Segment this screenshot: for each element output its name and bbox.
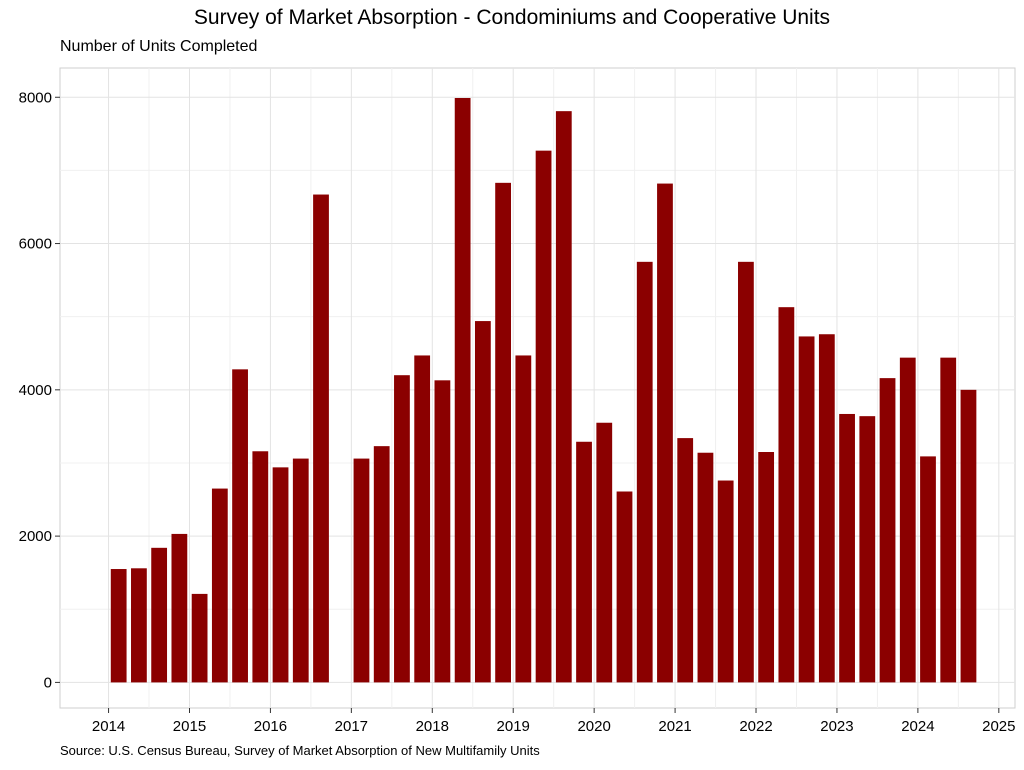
bar-2017-Q1 bbox=[353, 458, 370, 683]
bar-2022-Q1 bbox=[758, 452, 775, 683]
bar-2015-Q2 bbox=[211, 488, 228, 683]
bar-2016-Q2 bbox=[292, 458, 309, 683]
y-tick-label: 0 bbox=[44, 674, 52, 691]
bar-2017-Q4 bbox=[414, 355, 431, 683]
bar-2019-Q1 bbox=[515, 355, 532, 683]
bar-2023-Q3 bbox=[879, 378, 896, 683]
x-tick-label: 2017 bbox=[335, 718, 368, 735]
bar-2019-Q2 bbox=[535, 150, 552, 683]
bar-2014-Q3 bbox=[151, 547, 168, 683]
bar-2018-Q2 bbox=[454, 97, 471, 683]
bar-2024-Q3 bbox=[960, 389, 977, 683]
bar-2022-Q3 bbox=[798, 336, 815, 683]
bar-2022-Q4 bbox=[818, 334, 835, 683]
bar-2020-Q3 bbox=[636, 261, 653, 683]
bar-2021-Q2 bbox=[697, 452, 714, 683]
bar-2015-Q1 bbox=[191, 593, 208, 683]
bar-2017-Q3 bbox=[394, 375, 410, 683]
bar-2014-Q2 bbox=[131, 568, 147, 683]
x-tick-label: 2018 bbox=[416, 718, 449, 735]
bar-2020-Q2 bbox=[616, 491, 633, 683]
chart-subtitle: Number of Units Completed bbox=[60, 38, 258, 55]
bar-2018-Q1 bbox=[434, 380, 451, 683]
bar-2016-Q1 bbox=[272, 467, 289, 683]
bar-2021-Q3 bbox=[717, 480, 734, 683]
x-tick-label: 2020 bbox=[577, 718, 610, 735]
x-tick-label: 2019 bbox=[497, 718, 530, 735]
bar-2015-Q4 bbox=[252, 451, 269, 683]
y-tick-label: 6000 bbox=[19, 236, 52, 253]
bar-2021-Q4 bbox=[738, 261, 754, 683]
bar-2021-Q1 bbox=[677, 438, 694, 683]
bar-2023-Q4 bbox=[899, 357, 916, 683]
bar-2017-Q2 bbox=[373, 446, 390, 683]
y-axis: 0 2000 4000 6000 8000 bbox=[19, 89, 60, 691]
x-tick-label: 2016 bbox=[254, 718, 287, 735]
bar-2020-Q1 bbox=[596, 422, 613, 683]
bar-2019-Q3 bbox=[555, 111, 572, 683]
bar-2023-Q2 bbox=[859, 416, 876, 683]
x-tick-label: 2025 bbox=[982, 718, 1015, 735]
bar-2024-Q2 bbox=[940, 357, 957, 683]
bar-2014-Q1 bbox=[110, 569, 127, 683]
x-tick-label: 2023 bbox=[820, 718, 853, 735]
chart-title: Survey of Market Absorption - Condominiu… bbox=[193, 6, 831, 29]
y-tick-label: 8000 bbox=[19, 89, 52, 106]
y-tick-label: 2000 bbox=[19, 528, 52, 545]
bar-2018-Q4 bbox=[495, 182, 511, 683]
bar-2024-Q1 bbox=[920, 456, 936, 683]
x-tick-label: 2015 bbox=[173, 718, 206, 735]
x-tick-label: 2014 bbox=[92, 718, 125, 735]
bar-2018-Q3 bbox=[474, 321, 491, 683]
bar-2016-Q3 bbox=[313, 194, 329, 683]
y-tick-label: 4000 bbox=[19, 382, 52, 399]
chart-source: Source: U.S. Census Bureau, Survey of Ma… bbox=[60, 743, 540, 758]
bar-2022-Q2 bbox=[778, 307, 795, 683]
bar-2023-Q1 bbox=[839, 413, 855, 683]
bar-2014-Q4 bbox=[171, 533, 188, 683]
x-tick-label: 2024 bbox=[901, 718, 934, 735]
x-tick-label: 2022 bbox=[739, 718, 772, 735]
bars-series bbox=[110, 97, 977, 683]
x-tick-label: 2021 bbox=[658, 718, 691, 735]
bar-2019-Q4 bbox=[576, 441, 592, 683]
bar-2020-Q4 bbox=[657, 183, 673, 683]
bar-2015-Q3 bbox=[232, 369, 248, 683]
x-axis: 2014 2015 2016 2017 2018 2019 2020 2021 2022 2023… bbox=[92, 708, 1016, 735]
